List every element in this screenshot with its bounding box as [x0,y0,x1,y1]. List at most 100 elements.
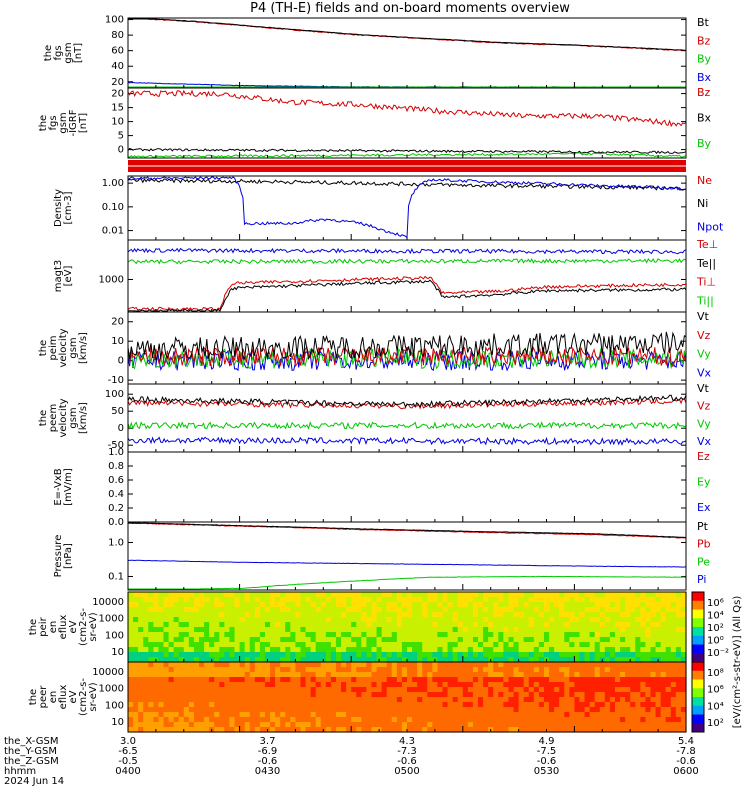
heatmap-cell [138,597,144,603]
heatmap-cell [483,697,489,703]
ylabel-peim_velocity: the [38,340,49,356]
heatmap-cell [275,617,281,623]
heatmap-cell [640,617,647,623]
heatmap-cell [209,662,215,668]
heatmap-cell [199,617,205,623]
heatmap-cell [143,617,149,623]
heatmap-cell [412,667,418,673]
heatmap-cell [219,627,225,633]
heatmap-cell [133,697,139,703]
heatmap-cell [163,692,170,698]
heatmap-cell [604,667,611,673]
heatmap-cell [554,682,560,688]
heatmap-cell [270,632,276,638]
heatmap-cell [518,657,525,663]
heatmap-cell [513,717,520,723]
heatmap-cell [173,712,180,718]
heatmap-cell [437,607,444,613]
heatmap-cell [554,652,560,658]
heatmap-cell [280,727,286,733]
heatmap-cell [285,717,291,723]
heatmap-cell [462,647,469,653]
heatmap-cell [543,642,550,648]
heatmap-cell [620,637,626,643]
heatmap-cell [214,602,220,608]
heatmap-cell [407,612,413,618]
heatmap-cell [574,697,581,703]
ylabel-peer_eflux: en [48,691,59,704]
heatmap-cell [148,662,154,668]
heatmap-cell [259,617,266,623]
heatmap-cell [229,627,236,633]
heatmap-cell [168,632,175,638]
heatmap-cell [478,662,484,668]
heatmap-cell [680,682,687,688]
heatmap-cell [579,607,586,613]
heatmap-cell [407,722,413,728]
panel-frame [127,87,687,159]
heatmap-cell [183,717,190,723]
heatmap-cell [356,717,362,723]
heatmap-cell [503,657,510,663]
heatmap-cell [508,642,515,648]
heatmap-cell [503,602,510,608]
heatmap-cell [609,617,616,623]
heatmap-cell [635,647,641,653]
heatmap-cell [188,627,195,633]
heatmap-cell [224,622,231,628]
heatmap-cell [234,702,241,708]
heatmap-cell [315,687,322,693]
heatmap-cell [178,722,185,728]
heatmap-cell [498,697,504,703]
heatmap-cell [133,722,139,728]
heatmap-cell [346,707,352,713]
heatmap-cell [655,707,662,713]
heatmap-cell [386,632,393,638]
heatmap-cell [361,712,368,718]
heatmap-cell [533,607,540,613]
heatmap-cell [280,627,286,633]
heatmap-cell [401,707,408,713]
heatmap-cell [295,612,302,618]
heatmap-cell [488,637,494,643]
heatmap-cell [153,637,160,643]
heatmap-cell [609,727,616,733]
heatmap-cell [599,607,606,613]
heatmap-cell [533,652,540,658]
heatmap-cell [498,712,504,718]
heatmap-cell [503,647,510,653]
heatmap-cell [173,622,180,628]
heatmap-cell [412,627,418,633]
heatmap-cell [513,722,520,728]
heatmap-cell [310,657,317,663]
heatmap-cell [148,667,154,673]
heatmap-cell [239,667,246,673]
heatmap-cell [528,712,535,718]
heatmap-cell [538,602,545,608]
heatmap-cell [457,657,464,663]
heatmap-cell [183,627,190,633]
heatmap-cell [427,687,433,693]
heatmap-cell [386,662,393,668]
heatmap-cell [285,697,291,703]
heatmap-cell [569,652,575,658]
heatmap-cell [483,687,489,693]
heatmap-cell [442,632,449,638]
heatmap-cell [594,687,601,693]
heatmap-cell [239,657,246,663]
ylabel-density: Density [53,189,64,227]
heatmap-cell [462,657,469,663]
heatmap-cell [584,722,591,728]
heatmap-cell [513,592,520,598]
heatmap-cell [259,592,266,598]
heatmap-cell [513,667,520,673]
heatmap-cell [275,692,281,698]
heatmap-cell [417,727,423,733]
heatmap-cell [356,727,362,733]
heatmap-cell [254,622,261,628]
heatmap-cell [432,682,439,688]
heatmap-cell [381,707,388,713]
ylabel-peim_velocity: gsm [68,337,79,358]
heatmap-cell [467,712,474,718]
heatmap-cell [219,662,225,668]
